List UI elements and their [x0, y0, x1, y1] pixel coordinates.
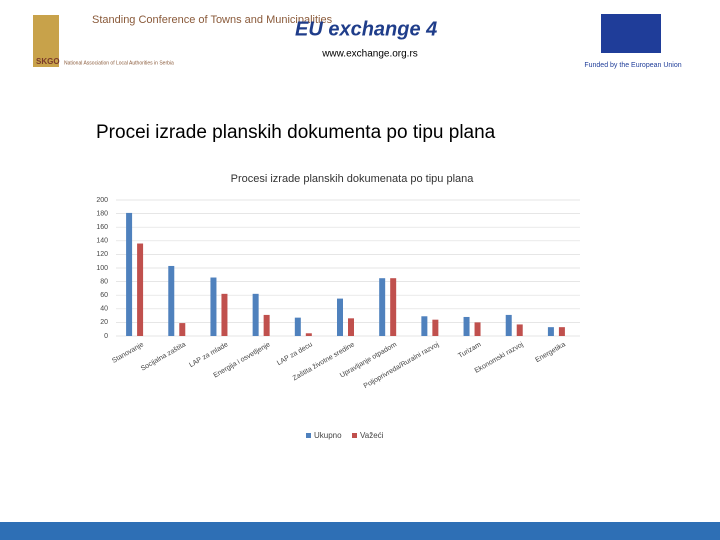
y-tick-label: 180	[96, 210, 108, 217]
org-abbr: SKGO	[36, 57, 60, 66]
bar	[337, 298, 343, 336]
bar	[390, 278, 397, 336]
legend-swatch	[306, 433, 311, 438]
x-tick-label: Stanovanje	[111, 341, 145, 365]
bar	[294, 317, 301, 336]
bar	[179, 323, 186, 336]
footer-bar	[0, 522, 720, 540]
y-tick-label: 160	[96, 224, 108, 231]
x-tick-label: Turizam	[457, 341, 482, 360]
bar	[168, 265, 175, 336]
website: www.exchange.org.rs	[321, 49, 418, 60]
y-tick-label: 0	[104, 333, 108, 340]
legend-swatch	[352, 433, 357, 438]
bar	[463, 316, 470, 336]
org-logo-mark	[33, 15, 59, 67]
bar	[421, 316, 428, 336]
chart-title: Procesi izrade planskih dokumenata po ti…	[231, 173, 475, 185]
y-tick-label: 20	[100, 319, 108, 326]
bar	[263, 314, 270, 336]
bar	[474, 322, 481, 336]
x-tick-label: Socijalna zaštita	[140, 341, 187, 372]
x-tick-label: Energetika	[534, 341, 567, 364]
y-tick-label: 200	[96, 197, 108, 204]
bar	[432, 319, 439, 336]
bar	[547, 327, 554, 336]
y-tick-label: 120	[96, 251, 108, 258]
y-tick-label: 140	[96, 238, 108, 245]
y-tick-label: 100	[96, 265, 108, 272]
bar	[558, 327, 565, 336]
bar	[221, 293, 228, 336]
eu-flag	[601, 14, 661, 53]
org-sub: National Association of Local Authoritie…	[64, 60, 174, 66]
funder: Funded by the European Union	[584, 62, 681, 69]
y-tick-label: 40	[100, 306, 108, 313]
project-logo: EU exchange 4	[295, 18, 437, 40]
bar	[516, 324, 523, 336]
y-tick-label: 80	[100, 278, 108, 285]
bar	[137, 243, 144, 336]
x-tick-label: LAP za mlade	[188, 341, 229, 369]
bar	[210, 277, 217, 336]
y-tick-label: 60	[100, 292, 108, 299]
bar	[348, 318, 354, 336]
legend-label: Važeći	[360, 431, 384, 440]
legend-label: Ukupno	[314, 431, 342, 440]
x-tick-label: LAP za decu	[276, 341, 314, 367]
slide-title: Procei izrade planskih dokumenta po tipu…	[96, 122, 496, 143]
bar	[305, 333, 312, 336]
bar	[505, 314, 512, 336]
x-tick-label: Poljoprivreda/Ruralni razvoj	[363, 341, 441, 390]
bar	[252, 293, 259, 336]
bar	[379, 278, 386, 336]
org-name: Standing Conference of Towns and Municip…	[92, 14, 333, 26]
bar	[126, 212, 133, 336]
